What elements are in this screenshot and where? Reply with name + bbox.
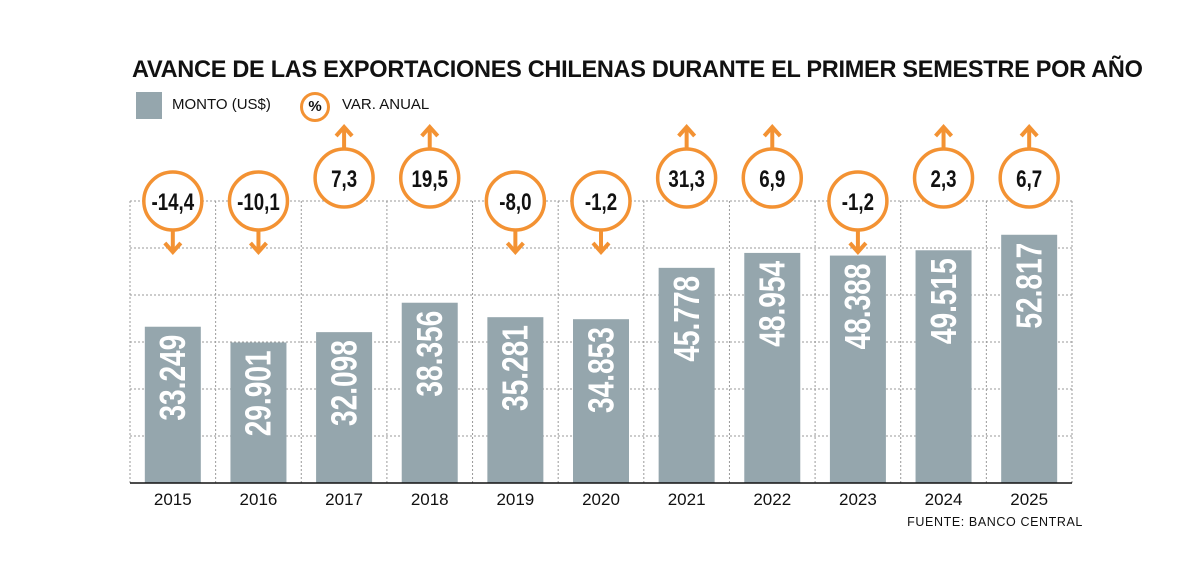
bar: [573, 319, 629, 483]
variation-label: 6,7: [1016, 166, 1042, 193]
bar-value-label: 34.853: [581, 327, 621, 413]
bar-value-label: 32.098: [324, 340, 364, 426]
bar: [230, 342, 287, 483]
arrow-down-icon: [248, 241, 268, 256]
arrow-up-icon: [1019, 123, 1039, 138]
variation-label: 2,3: [931, 166, 957, 193]
bar-value-label: 49.515: [923, 258, 963, 344]
arrow-down-icon: [163, 241, 183, 256]
legend-percent-circle: %: [300, 92, 330, 122]
x-tick-label: 2018: [411, 490, 449, 509]
bar-value-label: 52.817: [1009, 243, 1049, 329]
arrow-up-icon: [762, 123, 782, 138]
variation-label: 7,3: [331, 166, 357, 193]
variation-label: -1,2: [585, 189, 617, 216]
variation-label: -1,2: [842, 189, 874, 216]
variation-label: 31,3: [668, 166, 704, 193]
arrow-up-icon: [334, 123, 354, 138]
bar: [915, 250, 972, 483]
bar-value-label: 48.954: [752, 261, 792, 347]
bar: [316, 332, 373, 483]
arrow-down-icon: [591, 241, 611, 256]
bar: [144, 326, 201, 483]
bar-value-label: 29.901: [238, 350, 278, 436]
x-tick-label: 2024: [925, 490, 963, 509]
x-tick-label: 2021: [668, 490, 706, 509]
legend-swatch-amount: [136, 92, 162, 119]
variation-label: -10,1: [237, 189, 280, 216]
variation-label: -14,4: [151, 189, 194, 216]
chart-title: AVANCE DE LAS EXPORTACIONES CHILENAS DUR…: [132, 56, 1143, 83]
bar-value-label: 33.249: [153, 335, 193, 421]
x-tick-label: 2016: [240, 490, 278, 509]
x-tick-label: 2023: [839, 490, 877, 509]
arrow-down-icon: [848, 241, 868, 256]
x-tick-label: 2015: [154, 490, 192, 509]
bar: [1001, 234, 1058, 483]
variation-label: 6,9: [759, 166, 785, 193]
arrow-up-icon: [420, 123, 440, 138]
arrow-up-icon: [677, 123, 697, 138]
legend-label-variation: VAR. ANUAL: [342, 96, 430, 113]
x-tick-label: 2017: [325, 490, 363, 509]
source-note: FUENTE: BANCO CENTRAL: [907, 515, 1083, 529]
arrow-down-icon: [505, 241, 525, 256]
bar-value-label: 38.356: [410, 311, 450, 397]
bar: [744, 252, 801, 483]
bar-value-label: 48.388: [838, 264, 878, 350]
x-tick-label: 2020: [582, 490, 620, 509]
bar: [658, 267, 715, 483]
x-tick-label: 2025: [1010, 490, 1048, 509]
bar: [487, 317, 544, 483]
bar-value-label: 35.281: [495, 325, 535, 411]
bar-value-label: 45.778: [667, 276, 707, 362]
x-tick-label: 2019: [496, 490, 534, 509]
legend-label-amount: MONTO (US$): [172, 96, 271, 113]
bar: [401, 302, 458, 483]
variation-label: -8,0: [499, 189, 531, 216]
variation-label: 19,5: [412, 166, 448, 193]
bar: [829, 255, 886, 483]
arrow-up-icon: [934, 123, 954, 138]
x-tick-label: 2022: [753, 490, 791, 509]
